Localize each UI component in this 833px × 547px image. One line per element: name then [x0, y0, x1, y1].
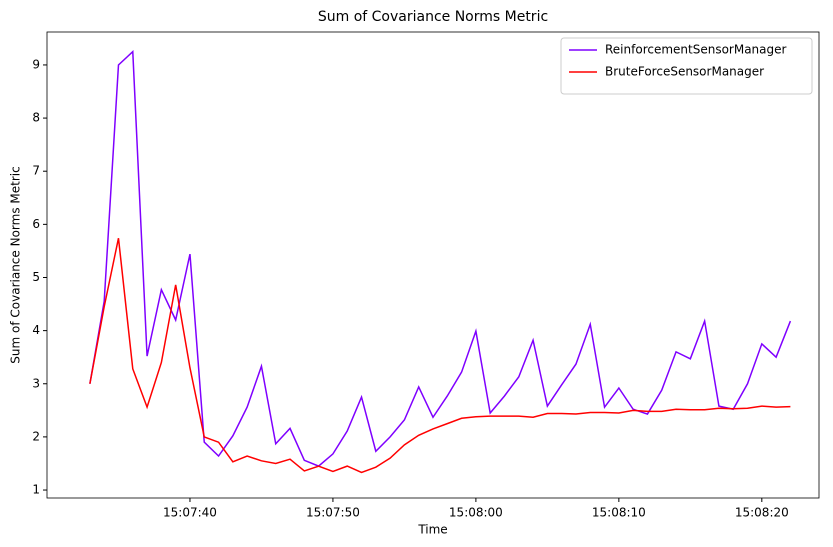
line: [89, 50, 792, 467]
legend-box: [560, 37, 813, 95]
y-tick-label: 2: [32, 429, 40, 443]
y-tick-label: 6: [32, 217, 40, 231]
y-tick-label: 3: [32, 376, 40, 390]
y-tick-label: 7: [32, 164, 40, 178]
x-tick-label: 15:07:50: [306, 506, 360, 520]
legend-label: ReinforcementSensorManager: [605, 43, 787, 57]
y-tick-label: 9: [32, 57, 40, 71]
x-tick-label: 15:08:10: [592, 506, 646, 520]
y-tick-label: 4: [32, 323, 40, 337]
x-axis-label: Time: [417, 523, 447, 537]
chart-title: Sum of Covariance Norms Metric: [318, 9, 548, 25]
legend-label: BruteForceSensorManager: [605, 65, 764, 79]
plot-frame: [46, 31, 820, 499]
y-tick-label: 1: [32, 483, 40, 497]
y-axis-label: Sum of Covariance Norms Metric: [9, 166, 23, 363]
y-tick-label: 8: [32, 111, 40, 125]
x-tick-label: 15:08:20: [735, 506, 789, 520]
y-tick-label: 5: [32, 270, 40, 284]
line: [89, 238, 791, 474]
x-tick-label: 15:07:40: [163, 506, 217, 520]
x-tick-label: 15:08:00: [449, 506, 503, 520]
